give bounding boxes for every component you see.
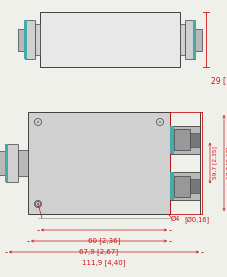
Bar: [192, 20, 195, 59]
Text: 67,9 [2,67]: 67,9 [2,67]: [79, 248, 118, 255]
Bar: [189, 132, 199, 147]
Bar: [5, 144, 8, 182]
Text: [Ø0,16]: [Ø0,16]: [183, 216, 208, 223]
Bar: [35, 24, 40, 55]
Text: 111,9 [4,40]: 111,9 [4,40]: [82, 259, 125, 266]
Bar: [28, 112, 169, 214]
Circle shape: [158, 121, 160, 123]
Bar: [169, 125, 199, 153]
Bar: [173, 176, 189, 197]
Circle shape: [37, 121, 39, 123]
Text: 29 [1,14]: 29 [1,14]: [210, 77, 227, 86]
Bar: [40, 12, 179, 67]
Bar: [179, 24, 184, 55]
Bar: [189, 179, 199, 193]
Bar: [18, 29, 25, 50]
Text: 60 [2,36]: 60 [2,36]: [87, 237, 120, 244]
Bar: [0, 151, 6, 175]
Circle shape: [37, 203, 39, 205]
Bar: [18, 150, 28, 176]
Bar: [184, 20, 194, 59]
Bar: [169, 173, 199, 201]
Bar: [169, 125, 173, 153]
Text: Ø4: Ø4: [170, 216, 180, 222]
Text: 67,7 [2,67]: 67,7 [2,67]: [225, 147, 227, 179]
Bar: [194, 29, 201, 50]
Text: 59,7 [2,35]: 59,7 [2,35]: [211, 147, 216, 179]
Bar: [169, 173, 173, 201]
Bar: [24, 20, 27, 59]
Bar: [173, 129, 189, 150]
Bar: [25, 20, 35, 59]
Bar: [6, 144, 18, 182]
